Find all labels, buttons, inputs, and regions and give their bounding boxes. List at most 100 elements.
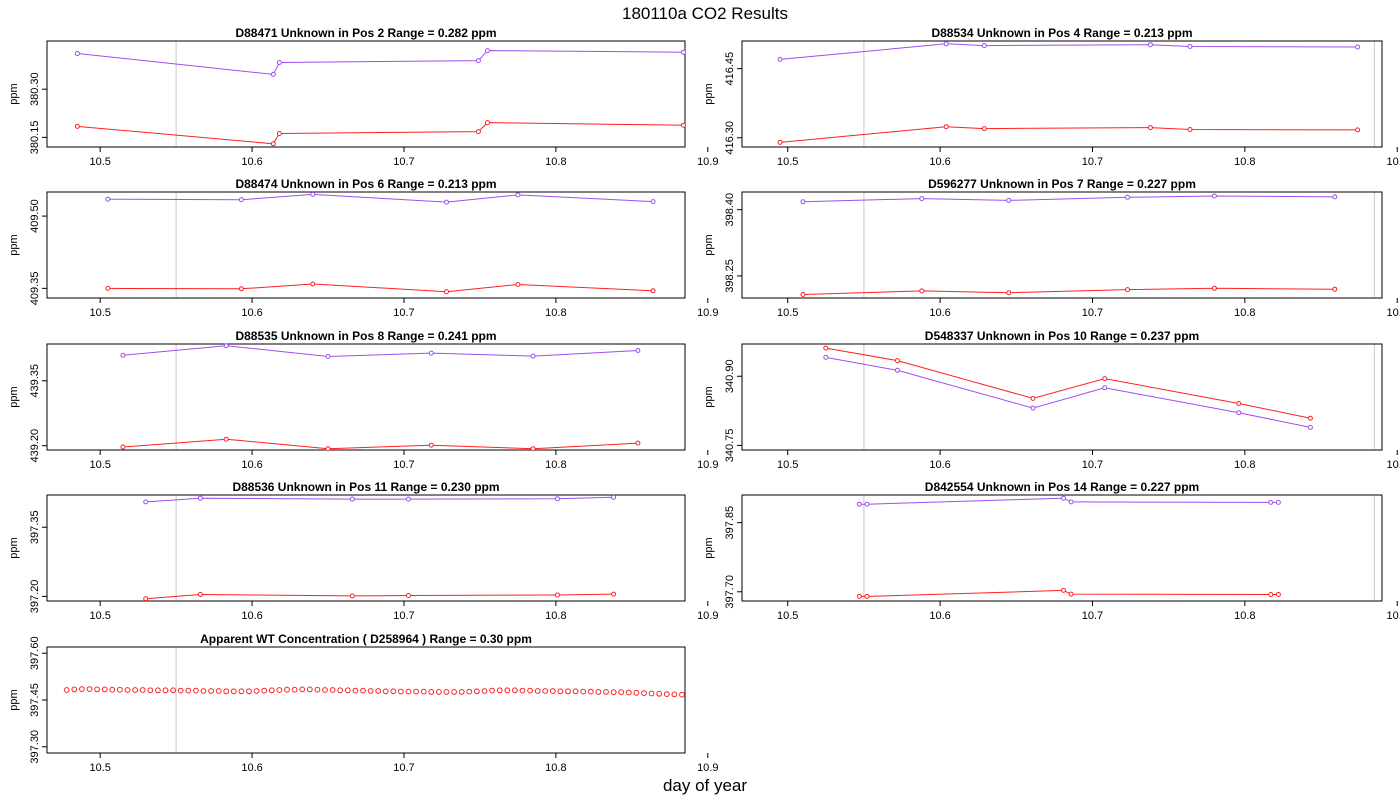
data-point <box>681 122 686 128</box>
x-tick-label: 10.9 <box>697 610 718 622</box>
data-point <box>587 688 594 695</box>
y-axis-label: ppm <box>703 83 715 104</box>
data-point <box>512 687 518 694</box>
data-point <box>1355 44 1361 50</box>
series-line <box>107 193 654 203</box>
data-point <box>215 688 222 694</box>
x-tick-label: 10.5 <box>777 610 798 622</box>
x-tick-label: 10.7 <box>1082 156 1103 168</box>
x-tick-label: 10.5 <box>89 459 110 471</box>
x-tick-label: 10.7 <box>393 307 414 319</box>
data-point <box>208 688 215 694</box>
data-point <box>648 690 655 697</box>
data-point <box>74 51 80 56</box>
data-point <box>650 288 656 294</box>
data-point <box>261 687 268 694</box>
x-tick-label: 10.5 <box>89 762 110 774</box>
data-point <box>800 292 806 297</box>
data-point <box>475 58 481 64</box>
data-point <box>349 496 355 502</box>
data-point <box>530 446 536 452</box>
series-line <box>802 195 1335 203</box>
x-tick-label: 10.8 <box>545 762 566 774</box>
data-point <box>451 689 458 695</box>
data-point <box>1307 424 1313 430</box>
data-point <box>367 688 374 694</box>
data-point <box>458 689 465 695</box>
x-tick-label: 10.6 <box>929 156 950 168</box>
figure-xlabel: day of year <box>663 776 747 795</box>
data-point <box>185 687 192 694</box>
y-tick-label: 397.45 <box>29 683 41 717</box>
x-tick-label: 10.9 <box>1387 459 1400 471</box>
data-point <box>155 687 161 694</box>
panel-title: D842554 Unknown in Pos 14 Range = 0.227 … <box>925 480 1199 494</box>
series-line <box>77 122 684 145</box>
data-point <box>549 688 556 694</box>
data-point <box>981 126 987 132</box>
x-tick-label: 10.9 <box>697 307 718 319</box>
series-1 <box>143 494 617 505</box>
y-tick-label: 397.70 <box>724 575 736 609</box>
x-tick-label: 10.7 <box>1082 610 1103 622</box>
data-point <box>238 197 244 203</box>
data-point <box>856 593 862 599</box>
series-line <box>825 347 1311 419</box>
panel-4: D596277 Unknown in Pos 7 Range = 0.227 p… <box>703 177 1400 319</box>
series-2 <box>143 591 617 602</box>
series-1 <box>777 41 1361 62</box>
series-1 <box>74 48 686 77</box>
data-point <box>1268 499 1274 505</box>
data-point <box>641 690 647 696</box>
series-line <box>107 283 654 293</box>
data-point <box>270 71 276 77</box>
data-point <box>253 688 260 694</box>
data-point <box>1187 44 1193 49</box>
x-tick-label: 10.8 <box>1234 459 1255 471</box>
data-point <box>1030 405 1036 411</box>
series-1 <box>63 686 685 698</box>
y-tick-label: 439.20 <box>29 429 41 463</box>
data-point <box>504 687 511 694</box>
data-point <box>276 131 282 136</box>
data-point <box>1268 592 1274 597</box>
data-point <box>299 686 306 693</box>
data-point <box>635 348 641 353</box>
plot-frame <box>741 494 1383 602</box>
data-point <box>143 596 149 602</box>
x-tick-label: 10.5 <box>777 156 798 168</box>
x-tick-label: 10.6 <box>929 459 950 471</box>
figure-title: 180110a CO2 Results <box>622 4 788 23</box>
y-tick-label: 398.40 <box>724 193 736 227</box>
series-1 <box>120 343 641 359</box>
data-point <box>823 354 829 360</box>
data-point <box>105 285 111 291</box>
panel-title: D88535 Unknown in Pos 8 Range = 0.241 pp… <box>235 329 496 343</box>
data-point <box>894 367 900 373</box>
x-tick-label: 10.6 <box>241 307 262 319</box>
y-axis-label: ppm <box>703 386 715 407</box>
data-point <box>105 196 111 202</box>
x-tick-label: 10.7 <box>1082 307 1103 319</box>
data-point <box>656 690 663 697</box>
data-point <box>527 687 533 694</box>
series-line <box>145 593 614 600</box>
series-1 <box>105 191 656 205</box>
data-point <box>663 691 670 697</box>
data-point <box>322 687 328 693</box>
data-point <box>329 687 336 693</box>
data-point <box>603 689 609 695</box>
data-point <box>633 689 640 696</box>
y-axis-label: ppm <box>8 386 20 407</box>
x-tick-label: 10.9 <box>697 459 718 471</box>
y-tick-label: 416.30 <box>724 121 736 155</box>
data-point <box>177 687 184 694</box>
data-point <box>474 688 480 695</box>
data-point <box>139 687 146 693</box>
x-tick-label: 10.8 <box>1234 307 1255 319</box>
y-tick-label: 416.45 <box>724 52 736 86</box>
data-point <box>314 686 321 693</box>
data-point <box>981 43 987 49</box>
y-axis-label: ppm <box>8 537 20 558</box>
y-tick-label: 397.35 <box>29 510 41 544</box>
